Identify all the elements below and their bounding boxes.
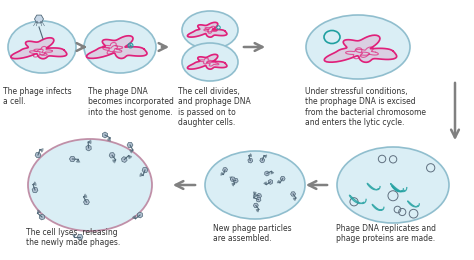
Ellipse shape [182, 43, 238, 81]
Polygon shape [256, 197, 261, 202]
Polygon shape [230, 177, 235, 181]
Polygon shape [264, 171, 269, 176]
Ellipse shape [84, 21, 156, 73]
Text: The phage DNA
becomes incorporated
into the host genome.: The phage DNA becomes incorporated into … [88, 87, 174, 117]
Polygon shape [121, 157, 127, 162]
Polygon shape [102, 132, 108, 138]
Polygon shape [35, 15, 44, 23]
Polygon shape [127, 142, 133, 147]
Polygon shape [11, 38, 67, 59]
Polygon shape [70, 156, 75, 162]
Ellipse shape [306, 15, 410, 79]
Text: The cell lyses, releasing
the newly made phages.: The cell lyses, releasing the newly made… [26, 228, 120, 248]
Polygon shape [256, 193, 262, 198]
Polygon shape [324, 35, 397, 62]
Ellipse shape [8, 21, 76, 73]
Polygon shape [260, 158, 264, 162]
Polygon shape [137, 212, 143, 218]
Polygon shape [280, 177, 285, 181]
Polygon shape [109, 153, 115, 158]
Polygon shape [86, 36, 147, 58]
Text: The cell divides,
and prophage DNA
is passed on to
daughter cells.: The cell divides, and prophage DNA is pa… [178, 87, 251, 127]
Polygon shape [39, 214, 45, 220]
Polygon shape [291, 192, 296, 196]
Polygon shape [142, 167, 148, 173]
Ellipse shape [337, 147, 449, 223]
Polygon shape [233, 178, 238, 183]
Polygon shape [77, 235, 83, 239]
Ellipse shape [28, 139, 152, 231]
Polygon shape [83, 199, 90, 205]
Text: Phage DNA replicates and
phage proteins are made.: Phage DNA replicates and phage proteins … [336, 224, 436, 243]
Polygon shape [35, 152, 41, 158]
Ellipse shape [182, 11, 238, 49]
Text: The phage infects
a cell.: The phage infects a cell. [3, 87, 72, 106]
Polygon shape [86, 145, 91, 151]
Polygon shape [187, 22, 227, 37]
Text: New phage particles
are assembled.: New phage particles are assembled. [213, 224, 292, 243]
Polygon shape [223, 167, 228, 172]
Polygon shape [248, 158, 253, 163]
Polygon shape [32, 187, 38, 193]
Ellipse shape [205, 151, 305, 219]
Polygon shape [187, 54, 227, 69]
Polygon shape [268, 179, 273, 184]
Text: Under stressful conditions,
the prophage DNA is excised
from the bacterial chrom: Under stressful conditions, the prophage… [305, 87, 426, 127]
Polygon shape [254, 203, 258, 208]
